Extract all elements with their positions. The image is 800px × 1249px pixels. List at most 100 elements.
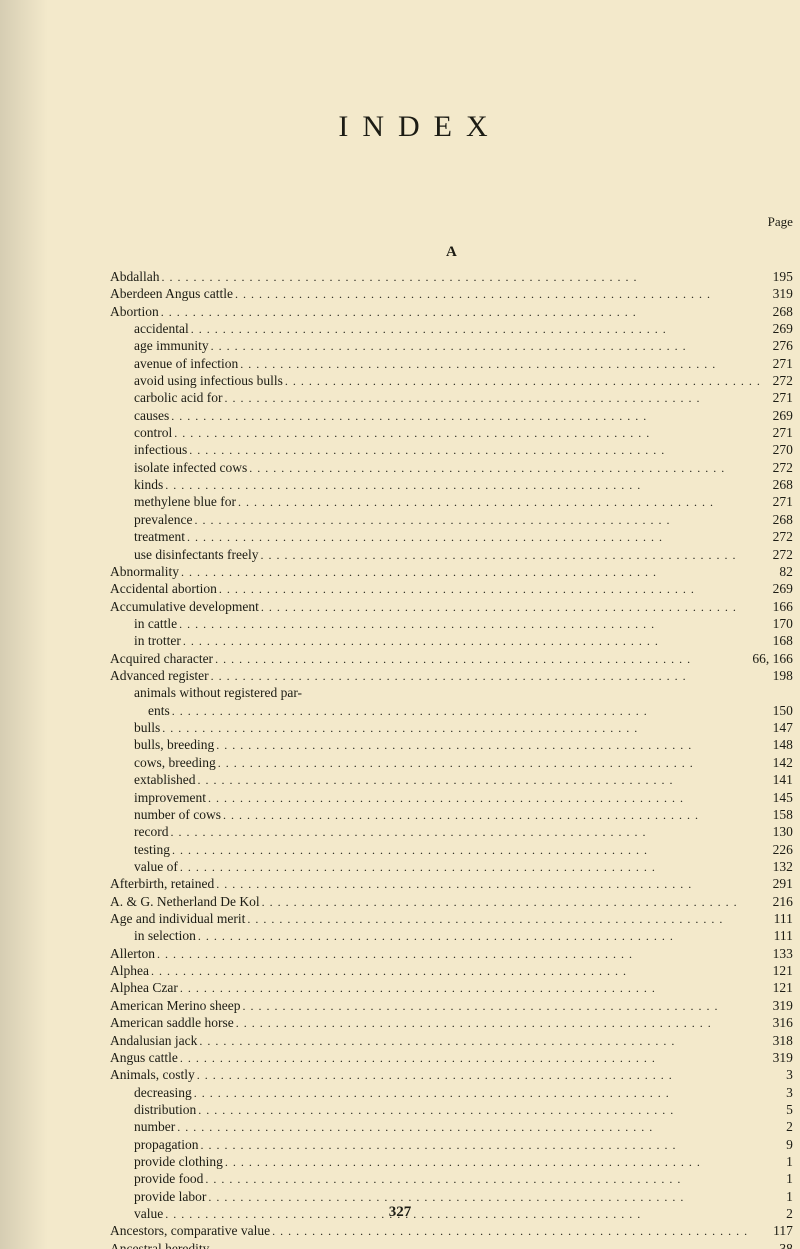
entry-label: age immunity bbox=[134, 337, 209, 354]
entry-page: 272 bbox=[763, 459, 793, 476]
index-entry: Accumulative development. . . . . . . . … bbox=[110, 598, 793, 615]
index-entry: distribution. . . . . . . . . . . . . . … bbox=[110, 1101, 793, 1118]
entry-page: 145 bbox=[763, 789, 793, 806]
leader-dots: . . . . . . . . . . . . . . . . . . . . … bbox=[211, 339, 761, 354]
entry-label: infectious bbox=[134, 441, 187, 458]
index-entry: ents. . . . . . . . . . . . . . . . . . … bbox=[110, 702, 793, 719]
leader-dots: . . . . . . . . . . . . . . . . . . . . … bbox=[172, 843, 761, 858]
entry-label: avenue of infection bbox=[134, 355, 238, 372]
index-entry: testing. . . . . . . . . . . . . . . . .… bbox=[110, 841, 793, 858]
index-entry: Abortion. . . . . . . . . . . . . . . . … bbox=[110, 303, 793, 320]
entry-label: provide clothing bbox=[134, 1153, 223, 1170]
entry-page: 319 bbox=[763, 997, 793, 1014]
entry-label: Accumulative development bbox=[110, 598, 259, 615]
entry-page: 272 bbox=[763, 546, 793, 563]
index-entry: Ancestral heredity. . . . . . . . . . . … bbox=[110, 1240, 793, 1249]
index-entry: improvement. . . . . . . . . . . . . . .… bbox=[110, 789, 793, 806]
entry-label: treatment bbox=[134, 528, 185, 545]
entry-label: record bbox=[134, 823, 168, 840]
leader-dots: . . . . . . . . . . . . . . . . . . . . … bbox=[180, 860, 761, 875]
index-columns: Page AAbdallah. . . . . . . . . . . . . … bbox=[110, 214, 730, 1249]
page-title: INDEX bbox=[110, 110, 730, 144]
entry-label: Advanced register bbox=[110, 667, 209, 684]
entry-label: Abortion bbox=[110, 303, 159, 320]
entry-page: 132 bbox=[763, 858, 793, 875]
index-entry: Allerton. . . . . . . . . . . . . . . . … bbox=[110, 945, 793, 962]
entry-label: Abdallah bbox=[110, 268, 160, 285]
index-entry: record. . . . . . . . . . . . . . . . . … bbox=[110, 823, 793, 840]
entry-page: 3 bbox=[763, 1066, 793, 1083]
index-entry: Age and individual merit. . . . . . . . … bbox=[110, 910, 793, 927]
entry-page: 318 bbox=[763, 1032, 793, 1049]
entry-page: 168 bbox=[763, 632, 793, 649]
leader-dots: . . . . . . . . . . . . . . . . . . . . … bbox=[224, 391, 760, 406]
index-entry: cows, breeding. . . . . . . . . . . . . … bbox=[110, 754, 793, 771]
leader-dots: . . . . . . . . . . . . . . . . . . . . … bbox=[236, 1016, 761, 1031]
page: INDEX Page AAbdallah. . . . . . . . . . … bbox=[0, 0, 800, 1249]
leader-dots: . . . . . . . . . . . . . . . . . . . . … bbox=[179, 617, 761, 632]
entry-label: Ancestors, comparative value bbox=[110, 1222, 270, 1239]
index-entry: Alphea. . . . . . . . . . . . . . . . . … bbox=[110, 962, 793, 979]
entry-page: 291 bbox=[763, 875, 793, 892]
entry-page: 268 bbox=[763, 511, 793, 528]
index-entry: infectious. . . . . . . . . . . . . . . … bbox=[110, 441, 793, 458]
entry-page: 141 bbox=[763, 771, 793, 788]
entry-page: 198 bbox=[763, 667, 793, 684]
leader-dots: . . . . . . . . . . . . . . . . . . . . … bbox=[285, 374, 761, 389]
leader-dots: . . . . . . . . . . . . . . . . . . . . … bbox=[180, 1051, 761, 1066]
entry-page: 268 bbox=[763, 476, 793, 493]
entry-page: 271 bbox=[763, 493, 793, 510]
index-entry: Angus cattle. . . . . . . . . . . . . . … bbox=[110, 1049, 793, 1066]
index-entry: value of. . . . . . . . . . . . . . . . … bbox=[110, 858, 793, 875]
entry-page: 38 bbox=[763, 1240, 793, 1249]
index-entry: A. & G. Netherland De Kol. . . . . . . .… bbox=[110, 893, 793, 910]
entry-page: 82 bbox=[763, 563, 793, 580]
leader-dots: . . . . . . . . . . . . . . . . . . . . … bbox=[194, 1086, 761, 1101]
index-entry: animals without registered par- bbox=[110, 684, 793, 701]
index-entry: Alphea Czar. . . . . . . . . . . . . . .… bbox=[110, 979, 793, 996]
entry-page: 316 bbox=[763, 1014, 793, 1031]
entry-page: 271 bbox=[763, 424, 793, 441]
leader-dots: . . . . . . . . . . . . . . . . . . . . … bbox=[238, 495, 761, 510]
entry-page: 117 bbox=[763, 1222, 793, 1239]
leader-dots: . . . . . . . . . . . . . . . . . . . . … bbox=[208, 791, 761, 806]
entry-label: bulls bbox=[134, 719, 160, 736]
leader-dots: . . . . . . . . . . . . . . . . . . . . … bbox=[211, 669, 761, 684]
index-entry: control. . . . . . . . . . . . . . . . .… bbox=[110, 424, 793, 441]
leader-dots: . . . . . . . . . . . . . . . . . . . . … bbox=[161, 305, 761, 320]
entry-page: 111 bbox=[763, 910, 793, 927]
leader-dots: . . . . . . . . . . . . . . . . . . . . … bbox=[197, 1068, 761, 1083]
entry-label: A. & G. Netherland De Kol bbox=[110, 893, 260, 910]
entry-page: 147 bbox=[763, 719, 793, 736]
leader-dots: . . . . . . . . . . . . . . . . . . . . … bbox=[240, 357, 761, 372]
entry-label: Alphea Czar bbox=[110, 979, 178, 996]
entry-page: 66, 166 bbox=[752, 650, 793, 667]
entry-page: 269 bbox=[763, 320, 793, 337]
entry-label: provide food bbox=[134, 1170, 203, 1187]
entry-page: 271 bbox=[763, 389, 793, 406]
leader-dots: . . . . . . . . . . . . . . . . . . . . … bbox=[180, 981, 761, 996]
index-entry: Aberdeen Angus cattle. . . . . . . . . .… bbox=[110, 285, 793, 302]
leader-dots: . . . . . . . . . . . . . . . . . . . . … bbox=[197, 773, 760, 788]
leader-dots: . . . . . . . . . . . . . . . . . . . . … bbox=[272, 1224, 761, 1239]
leader-dots: . . . . . . . . . . . . . . . . . . . . … bbox=[174, 426, 761, 441]
leader-dots: . . . . . . . . . . . . . . . . . . . . … bbox=[200, 1138, 760, 1153]
entry-label: in cattle bbox=[134, 615, 177, 632]
entry-label: Afterbirth, retained bbox=[110, 875, 214, 892]
index-entry: Animals, costly. . . . . . . . . . . . .… bbox=[110, 1066, 793, 1083]
entry-label: ents bbox=[148, 702, 170, 719]
leader-dots: . . . . . . . . . . . . . . . . . . . . … bbox=[223, 808, 761, 823]
entry-label: testing bbox=[134, 841, 170, 858]
leader-dots: . . . . . . . . . . . . . . . . . . . . … bbox=[215, 652, 750, 667]
index-entry: Afterbirth, retained. . . . . . . . . . … bbox=[110, 875, 793, 892]
entry-label: accidental bbox=[134, 320, 189, 337]
entry-page: 1 bbox=[763, 1170, 793, 1187]
entry-page: 158 bbox=[763, 806, 793, 823]
entry-page: 3 bbox=[763, 1084, 793, 1101]
entry-page: 195 bbox=[763, 268, 793, 285]
entry-page: 170 bbox=[763, 615, 793, 632]
index-entry: American saddle horse. . . . . . . . . .… bbox=[110, 1014, 793, 1031]
entry-label: in selection bbox=[134, 927, 196, 944]
entry-page: 271 bbox=[763, 355, 793, 372]
entry-page: 5 bbox=[763, 1101, 793, 1118]
